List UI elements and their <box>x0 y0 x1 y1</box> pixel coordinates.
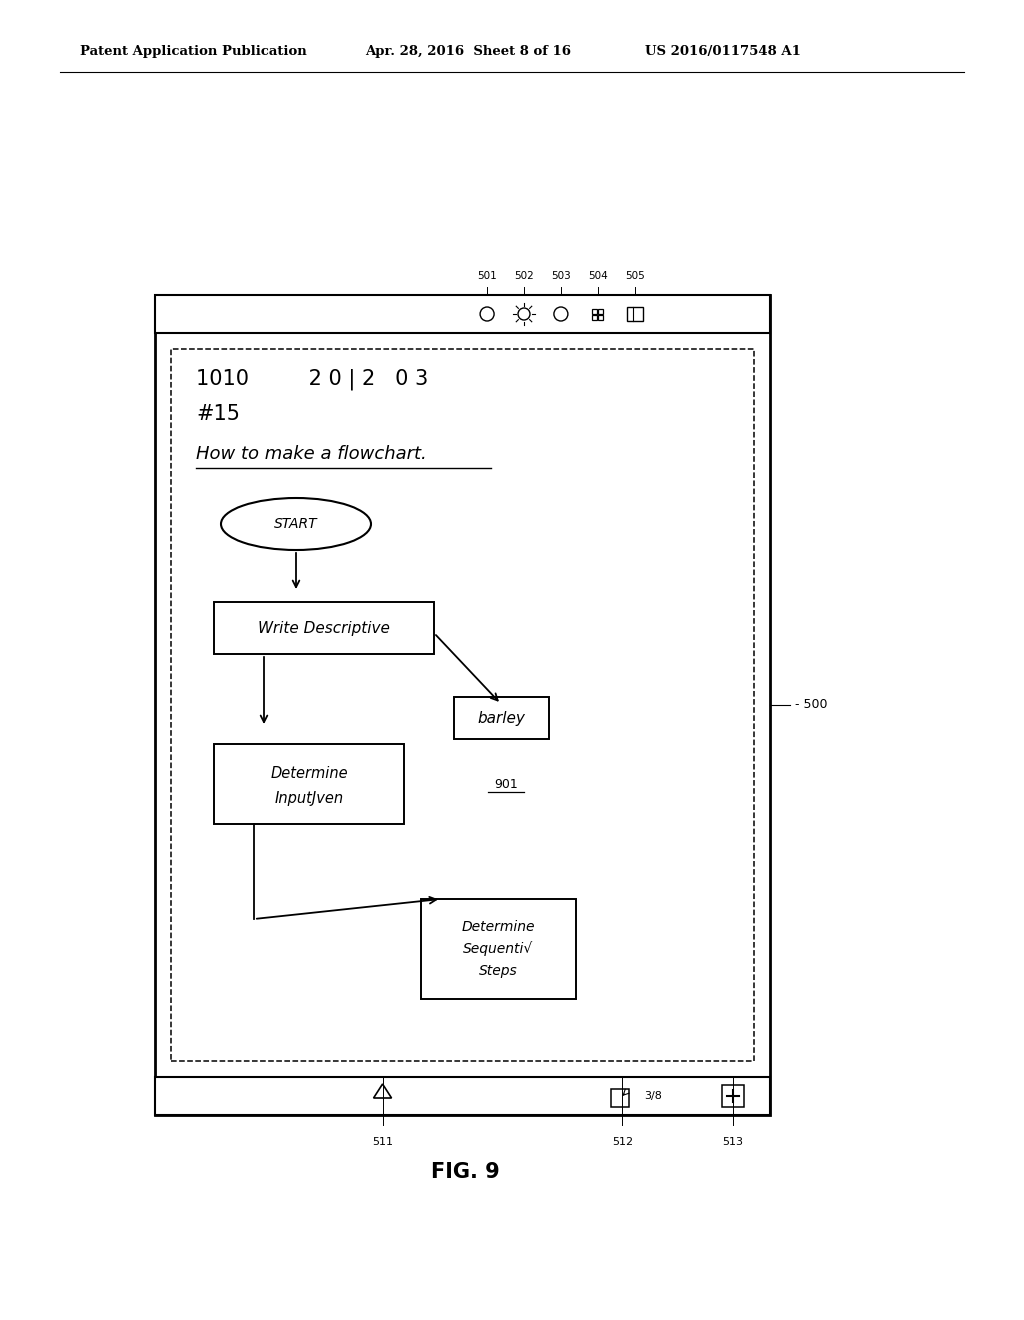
Text: Sequenti√: Sequenti√ <box>464 941 534 957</box>
Bar <box>598 309 603 314</box>
Text: 511: 511 <box>372 1137 393 1147</box>
Text: 512: 512 <box>611 1137 633 1147</box>
Bar <box>155 294 770 1115</box>
Text: barley: barley <box>477 710 525 726</box>
Text: 504: 504 <box>588 271 607 281</box>
Text: 502: 502 <box>514 271 534 281</box>
Bar <box>155 294 770 333</box>
Bar <box>611 1089 630 1107</box>
Bar <box>421 899 575 999</box>
Bar <box>155 1077 770 1115</box>
Text: 3/8: 3/8 <box>644 1092 663 1101</box>
Bar <box>598 315 603 319</box>
Text: 501: 501 <box>477 271 497 281</box>
Text: US 2016/0117548 A1: US 2016/0117548 A1 <box>645 45 801 58</box>
Text: FIG. 9: FIG. 9 <box>431 1162 500 1181</box>
Text: 503: 503 <box>551 271 570 281</box>
Bar <box>592 315 597 319</box>
Bar <box>722 1085 744 1107</box>
Bar <box>627 308 643 321</box>
Text: - 500: - 500 <box>795 698 827 711</box>
Bar <box>214 602 434 653</box>
Text: 901: 901 <box>495 777 518 791</box>
Bar <box>592 309 597 314</box>
Text: Determine: Determine <box>270 767 348 781</box>
Text: Apr. 28, 2016  Sheet 8 of 16: Apr. 28, 2016 Sheet 8 of 16 <box>365 45 571 58</box>
Text: Write Descriptive: Write Descriptive <box>258 620 390 635</box>
Text: Determine: Determine <box>462 920 536 935</box>
Text: InputJven: InputJven <box>274 791 344 805</box>
Text: How to make a flowchart.: How to make a flowchart. <box>196 445 427 463</box>
Text: Patent Application Publication: Patent Application Publication <box>80 45 307 58</box>
Bar <box>171 348 754 1061</box>
Text: 505: 505 <box>625 271 644 281</box>
Bar <box>454 697 549 739</box>
Text: Steps: Steps <box>479 964 518 978</box>
Text: START: START <box>274 517 317 531</box>
Text: 1010         2 0 | 2   0 3: 1010 2 0 | 2 0 3 <box>196 368 428 389</box>
Text: 513: 513 <box>723 1137 743 1147</box>
Text: #15: #15 <box>196 404 240 424</box>
Bar <box>214 744 404 824</box>
